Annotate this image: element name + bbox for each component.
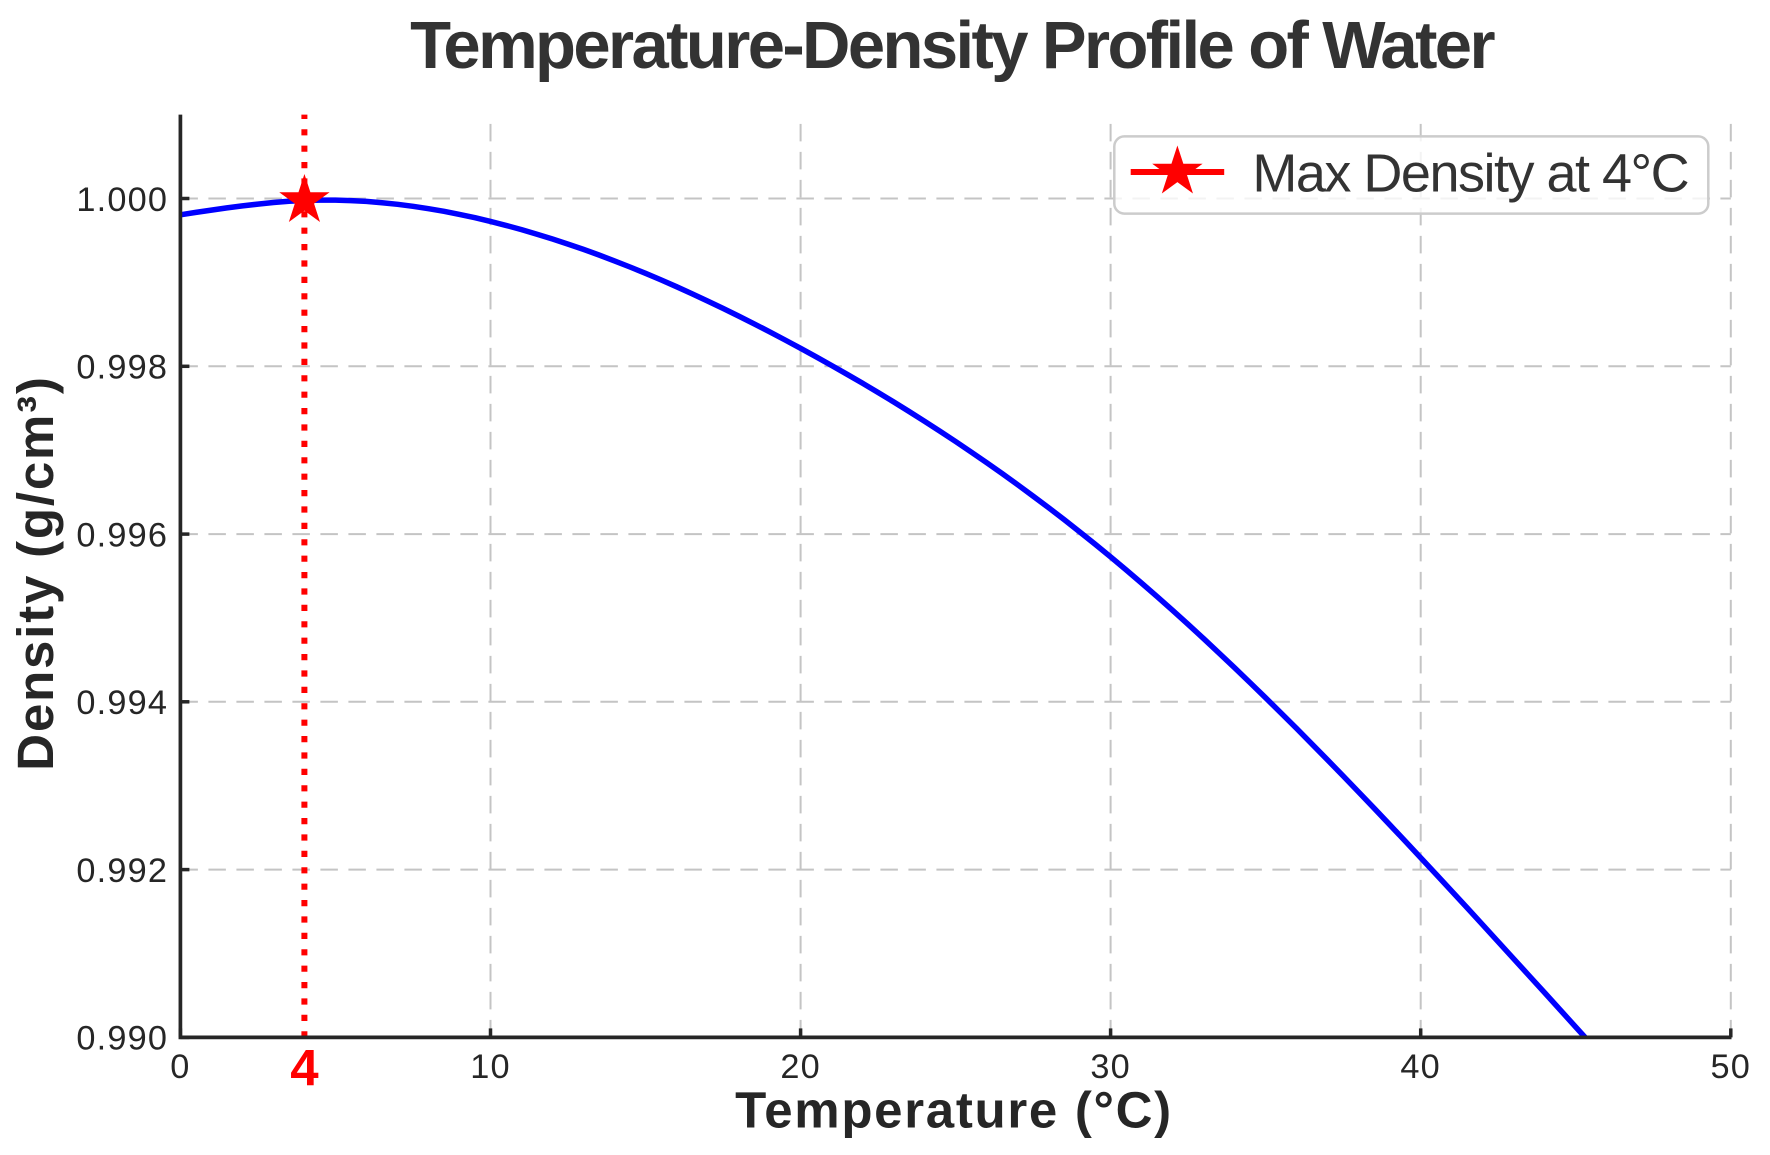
svg-text:0.992: 0.992 <box>76 852 168 890</box>
svg-text:20: 20 <box>780 1048 821 1086</box>
svg-text:Temperature-Density Profile of: Temperature-Density Profile of Water <box>410 8 1495 83</box>
svg-text:Temperature (°C): Temperature (°C) <box>735 1082 1173 1139</box>
svg-text:0.996: 0.996 <box>76 516 168 554</box>
svg-text:0: 0 <box>170 1048 190 1086</box>
svg-text:50: 50 <box>1711 1048 1752 1086</box>
svg-text:0.998: 0.998 <box>76 349 168 387</box>
svg-text:4: 4 <box>290 1039 319 1096</box>
svg-text:10: 10 <box>470 1048 511 1086</box>
svg-text:Density (g/cm³): Density (g/cm³) <box>7 375 64 770</box>
svg-text:1.000: 1.000 <box>76 181 168 219</box>
svg-text:0.990: 0.990 <box>76 1020 168 1058</box>
svg-text:Max Density at 4°C: Max Density at 4°C <box>1252 144 1688 204</box>
svg-text:0.994: 0.994 <box>76 684 168 722</box>
svg-text:30: 30 <box>1090 1048 1131 1086</box>
svg-text:40: 40 <box>1400 1048 1441 1086</box>
